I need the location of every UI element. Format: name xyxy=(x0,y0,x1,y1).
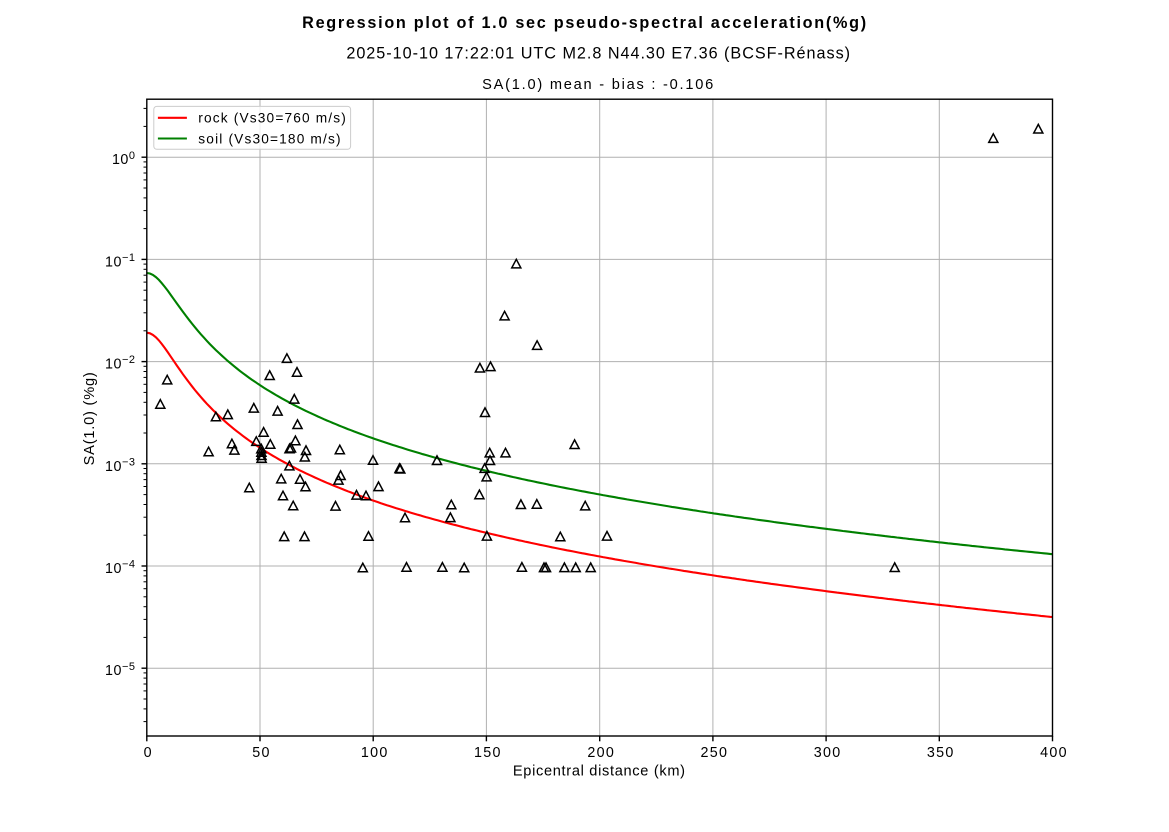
svg-text:soil (Vs30=180 m/s): soil (Vs30=180 m/s) xyxy=(198,131,341,146)
svg-text:250: 250 xyxy=(701,745,729,761)
svg-text:350: 350 xyxy=(927,745,955,761)
svg-text:rock (Vs30=760 m/s): rock (Vs30=760 m/s) xyxy=(198,111,347,126)
svg-text:300: 300 xyxy=(814,745,842,761)
svg-text:Regression plot of 1.0 sec pse: Regression plot of 1.0 sec pseudo-spectr… xyxy=(302,14,868,32)
svg-text:Epicentral distance (km): Epicentral distance (km) xyxy=(513,764,686,780)
svg-text:SA(1.0) (%g): SA(1.0) (%g) xyxy=(82,371,98,465)
svg-text:100: 100 xyxy=(361,745,389,761)
svg-text:200: 200 xyxy=(587,745,615,761)
svg-text:SA(1.0) mean - bias : -0.106: SA(1.0) mean - bias : -0.106 xyxy=(482,77,715,93)
svg-text:50: 50 xyxy=(252,745,271,761)
svg-text:0: 0 xyxy=(144,745,153,761)
svg-text:150: 150 xyxy=(474,745,502,761)
svg-text:400: 400 xyxy=(1040,745,1068,761)
svg-text:2025-10-10 17:22:01 UTC M2.8 N: 2025-10-10 17:22:01 UTC M2.8 N44.30 E7.3… xyxy=(346,44,851,62)
